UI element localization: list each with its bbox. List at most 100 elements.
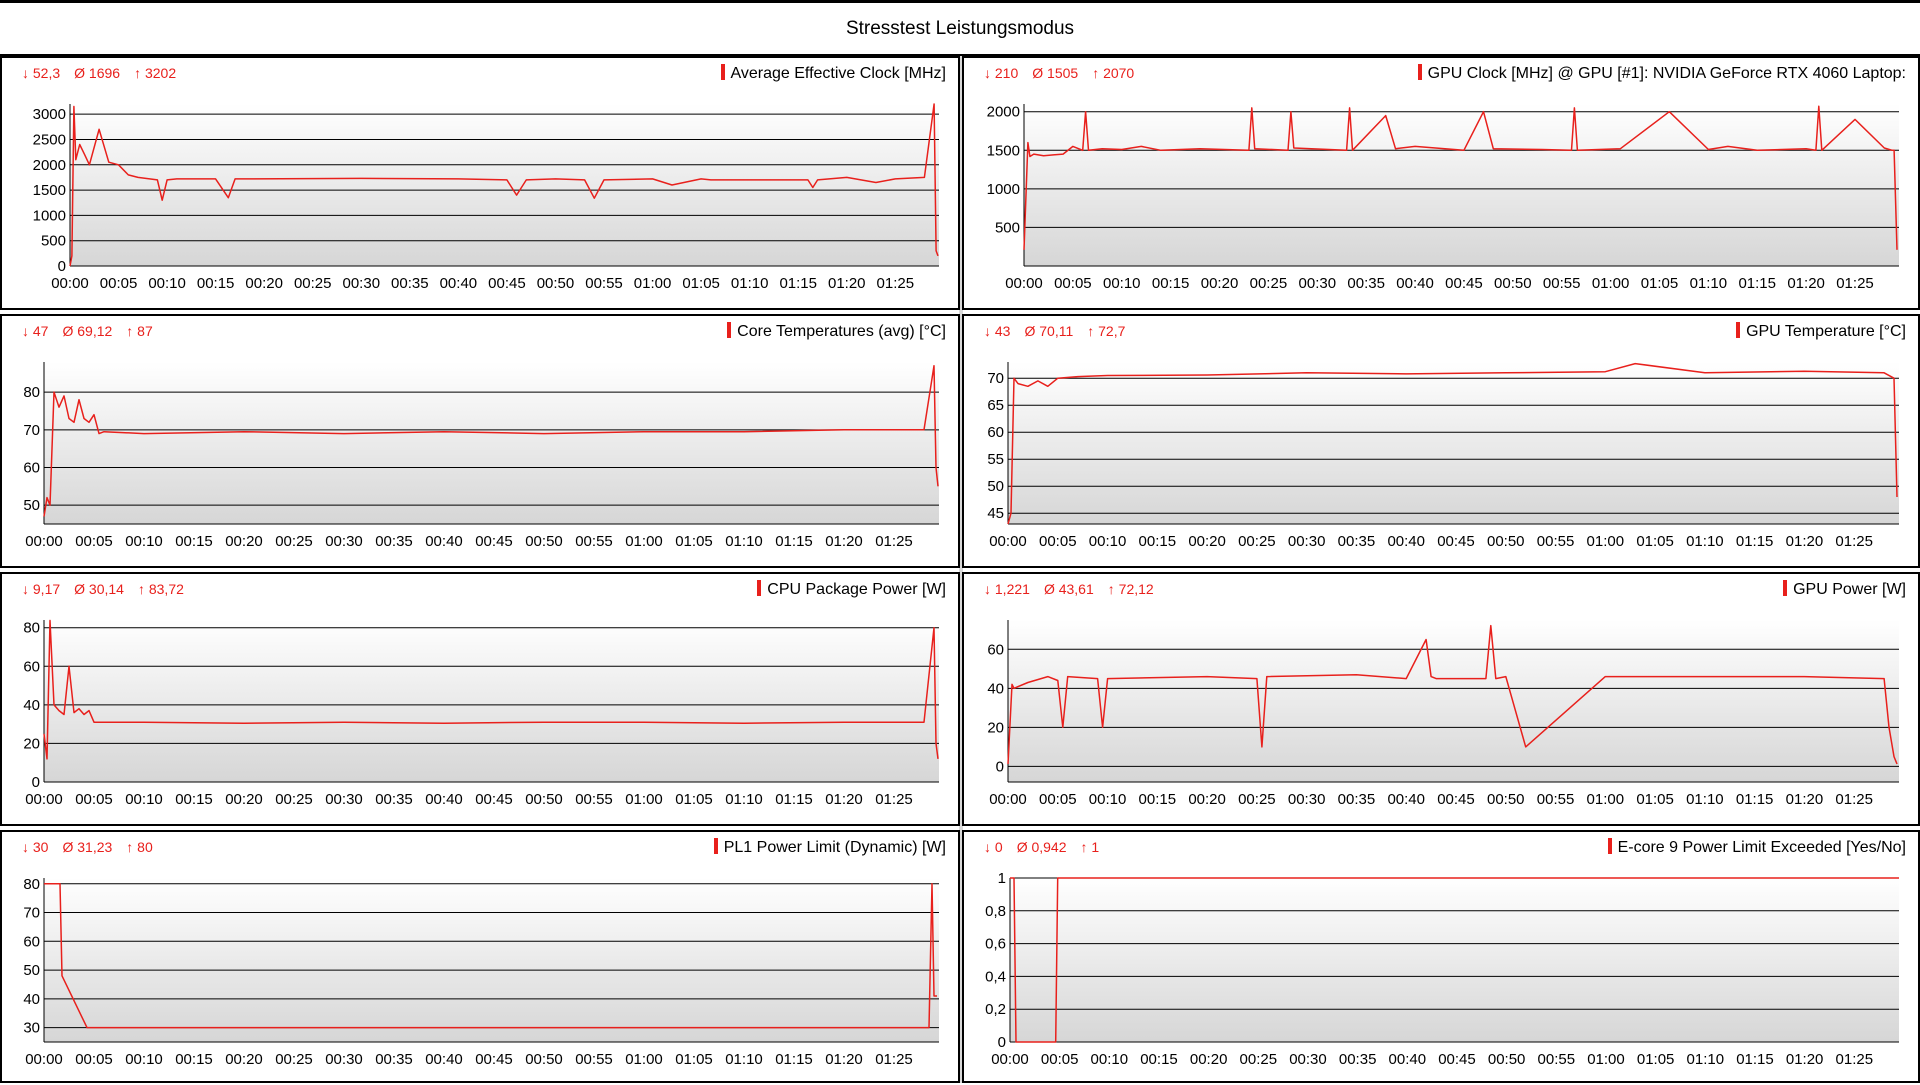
x-tick-label: 00:00 [1005, 275, 1043, 292]
stat-max: ↑ 72,7 [1087, 323, 1126, 339]
x-tick-label: 00:30 [325, 1051, 363, 1068]
y-tick-label: 0,6 [985, 936, 1006, 953]
x-tick-label: 01:10 [725, 791, 763, 808]
x-tick-label: 00:25 [275, 791, 313, 808]
x-tick-label: 00:15 [175, 533, 213, 550]
x-tick-label: 01:20 [1786, 791, 1824, 808]
y-tick-label: 40 [23, 991, 40, 1008]
plot-area [44, 362, 939, 524]
plot-area [1008, 620, 1899, 782]
y-tick-label: 0,8 [985, 903, 1006, 920]
y-tick-label: 80 [23, 876, 40, 893]
panel-cpu-package-power: ↓ 9,17 Ø 30,14 ↑ 83,72 CPU Package Power [… [0, 572, 960, 826]
x-tick-label: 00:15 [175, 791, 213, 808]
y-tick-label: 0 [996, 758, 1004, 775]
x-tick-label: 00:25 [294, 275, 332, 292]
stats: ↓ 52,3 Ø 1696 ↑ 3202 [22, 65, 190, 81]
x-tick-label: 01:25 [875, 533, 913, 550]
series-line [43, 619, 939, 760]
y-tick-label: 45 [987, 505, 1004, 522]
stat-avg: Ø 1505 [1032, 65, 1079, 81]
series-line [43, 365, 939, 517]
chart-title: Average Effective Clock [MHz] [721, 64, 947, 83]
y-tick-label: 60 [23, 459, 40, 476]
x-tick-label: 00:50 [1487, 791, 1525, 808]
x-tick-label: 00:00 [25, 1051, 63, 1068]
x-tick-label: 00:00 [25, 791, 63, 808]
x-tick-label: 00:05 [1041, 1051, 1079, 1068]
x-tick-label: 01:10 [1686, 791, 1724, 808]
x-tick-label: 01:05 [1637, 1051, 1675, 1068]
x-tick-label: 00:30 [343, 275, 381, 292]
x-tick-label: 01:25 [1836, 1051, 1874, 1068]
x-tick-label: 01:10 [731, 275, 769, 292]
plot-area [44, 878, 939, 1042]
chart-title: GPU Temperature [°C] [1736, 322, 1906, 341]
x-tick-label: 00:10 [125, 791, 163, 808]
x-tick-label: 00:05 [100, 275, 138, 292]
x-tick-label: 01:15 [1738, 275, 1776, 292]
x-tick-label: 00:20 [1190, 1051, 1228, 1068]
x-tick-label: 00:50 [537, 275, 575, 292]
x-tick-label: 00:35 [391, 275, 429, 292]
chart-gpu-clock: 500 1000 1500 2000 00:00 00:05 00:10 00:15 00:20… [987, 104, 1899, 292]
series-line [69, 103, 939, 267]
stat-max: ↑ 83,72 [137, 581, 184, 597]
chart-core-temperatures: 50 60 70 80 00:00 00:05 00:10 00:15 00:20 00:25 00… [23, 362, 939, 550]
x-tick-label: 01:20 [825, 1051, 863, 1068]
x-tick-label: 00:10 [125, 533, 163, 550]
x-tick-label: 00:00 [989, 533, 1027, 550]
y-tick-label: 0 [58, 258, 66, 275]
x-tick-label: 00:35 [1338, 791, 1376, 808]
stats: ↓ 30 Ø 31,23 ↑ 80 [22, 839, 167, 855]
y-tick-label: 55 [987, 451, 1004, 468]
x-tick-label: 01:00 [625, 1051, 663, 1068]
y-tick-label: 70 [23, 422, 40, 439]
x-tick-label: 01:20 [1786, 1051, 1824, 1068]
y-tick-label: 40 [987, 680, 1004, 697]
x-tick-label: 01:15 [775, 791, 813, 808]
y-tick-label: 70 [23, 905, 40, 922]
x-tick-label: 00:40 [425, 791, 463, 808]
page-title: Stresstest Leistungsmodus [845, 18, 1075, 39]
x-tick-label: 01:25 [1836, 275, 1874, 292]
x-tick-label: 01:15 [775, 1051, 813, 1068]
x-tick-label: 01:25 [875, 791, 913, 808]
x-tick-label: 00:10 [1089, 533, 1127, 550]
chart-title: PL1 Power Limit (Dynamic) [W] [714, 838, 946, 857]
x-tick-label: 00:50 [525, 1051, 563, 1068]
x-tick-label: 00:00 [989, 791, 1027, 808]
x-tick-label: 01:20 [828, 275, 866, 292]
y-tick-label: 60 [23, 933, 40, 950]
stat-min: ↓ 0 [984, 839, 1003, 855]
plot-area [1008, 362, 1899, 524]
x-tick-label: 01:00 [1592, 275, 1630, 292]
x-tick-label: 01:20 [825, 533, 863, 550]
y-tick-label: 1500 [33, 182, 66, 199]
x-tick-label: 01:15 [1736, 533, 1774, 550]
y-tick-label: 0,2 [985, 1001, 1006, 1018]
plot-area [44, 620, 939, 782]
y-tick-label: 500 [41, 233, 66, 250]
x-tick-label: 00:45 [475, 533, 513, 550]
stats: ↓ 9,17 Ø 30,14 ↑ 83,72 [22, 581, 198, 597]
x-tick-label: 00:25 [1240, 1051, 1278, 1068]
chart-avg-effective-clock: 0 500 1000 1500 2000 2500 3000 00:00 00:05 00:10 0… [33, 103, 939, 292]
x-tick-label: 01:00 [1587, 1051, 1625, 1068]
stat-avg: Ø 69,12 [62, 323, 113, 339]
x-tick-label: 00:40 [1387, 791, 1425, 808]
x-tick-label: 00:35 [1347, 275, 1385, 292]
y-tick-label: 65 [987, 397, 1004, 414]
y-tick-label: 20 [23, 735, 40, 752]
x-tick-label: 00:10 [1103, 275, 1141, 292]
chart-gpu-temperature: 45 50 55 60 65 70 00:00 00:05 00:10 00:15 00:20 00:… [987, 362, 1899, 550]
y-tick-label: 0 [998, 1034, 1006, 1051]
chart-title: GPU Clock [MHz] @ GPU [#1]: NVIDIA GeFor… [1418, 64, 1906, 83]
x-tick-label: 01:15 [779, 275, 817, 292]
x-tick-label: 00:10 [148, 275, 186, 292]
x-tick-label: 01:25 [877, 275, 915, 292]
x-tick-label: 00:00 [991, 1051, 1029, 1068]
panel-gpu-clock: ↓ 210 Ø 1505 ↑ 2070 GPU Clock [MHz] @ GPU … [962, 56, 1920, 310]
series-line [1007, 624, 1898, 765]
x-tick-label: 01:20 [1786, 533, 1824, 550]
